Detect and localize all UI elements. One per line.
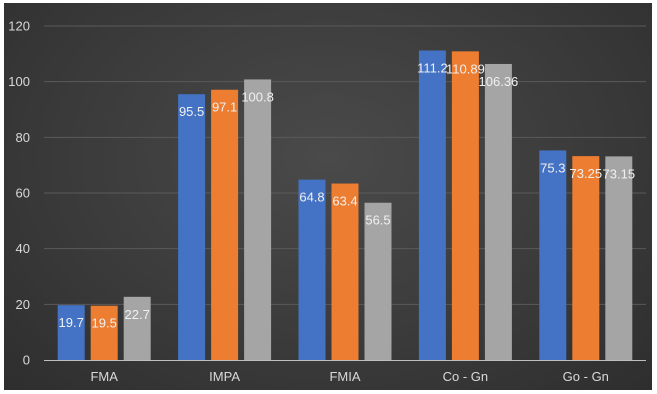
data-labels: 19.7 19.5 22.7 95.5 97.1 100.8 64.8 63.4 56.5 111… [59,60,636,330]
data-label: 73.25 [570,166,603,181]
x-tick-label: Co - Gn [443,369,489,384]
bar [90,305,118,360]
y-tick-label: 20 [16,297,30,312]
x-tick-label: FMIA [329,369,360,384]
y-tick-label: 0 [23,353,30,368]
bar [364,202,392,360]
data-label: 95.5 [179,104,204,119]
y-tick-label: 80 [16,130,30,145]
bar [484,63,512,361]
y-axis-ticks: 0 20 40 60 80 100 120 [8,19,30,368]
bar [331,183,359,360]
y-tick-label: 120 [8,19,30,34]
bar [123,296,151,360]
bar [298,179,326,360]
data-label: 56.5 [365,213,390,228]
bar [572,156,600,360]
x-tick-label: IMPA [209,369,240,384]
bar [418,50,446,360]
y-tick-label: 60 [16,186,30,201]
data-label: 75.3 [540,160,565,175]
x-axis-ticks: FMA IMPA FMIA Co - Gn Go - Gn [90,369,608,384]
bar-chart: 0 20 40 60 80 100 120 19.7 19.5 22.7 95.5 97.1 100.… [8,19,646,384]
data-label: 19.5 [92,316,117,331]
data-label: 19.7 [59,315,84,330]
bar [57,305,85,360]
data-label: 110.89 [446,61,485,76]
data-label: 63.4 [332,194,357,209]
y-tick-label: 100 [8,74,30,89]
bar [178,94,206,361]
bar [244,79,272,360]
bar [451,51,479,360]
x-tick-label: Go - Gn [563,369,609,384]
data-label: 97.1 [212,100,237,115]
chart-area: 0 20 40 60 80 100 120 19.7 19.5 22.7 95.5 97.1 100.… [4,3,652,390]
bar [539,150,567,360]
y-tick-label: 40 [16,241,30,256]
x-tick-label: FMA [90,369,118,384]
data-label: 64.8 [299,190,324,205]
data-label: 22.7 [125,307,150,322]
bar [605,156,633,360]
data-label: 100.8 [241,89,274,104]
bar [211,89,239,360]
bars [57,50,633,361]
data-label: 73.15 [603,166,636,181]
data-label: 106.36 [479,74,519,89]
data-label: 111.2 [417,60,448,75]
